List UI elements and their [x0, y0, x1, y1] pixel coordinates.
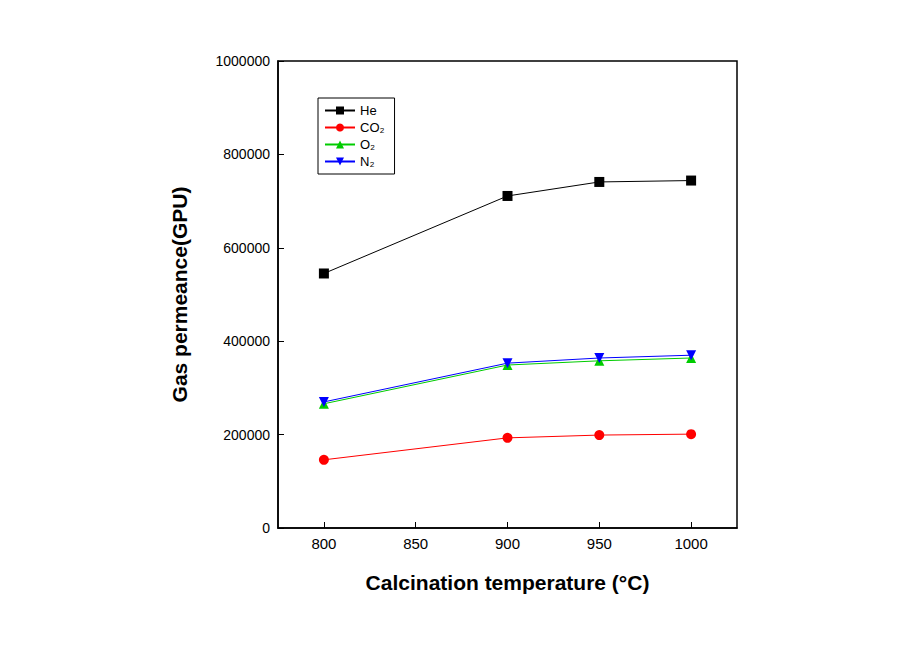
svg-text:He: He — [360, 103, 377, 118]
svg-text:N₂: N₂ — [360, 154, 374, 169]
svg-text:Calcination temperature (°C): Calcination temperature (°C) — [366, 571, 650, 594]
svg-text:400000: 400000 — [223, 333, 270, 349]
svg-text:0: 0 — [262, 520, 270, 536]
svg-text:O₂: O₂ — [360, 137, 375, 152]
svg-text:1000000: 1000000 — [215, 53, 270, 69]
svg-text:800000: 800000 — [223, 146, 270, 162]
svg-text:900: 900 — [495, 535, 520, 552]
svg-text:200000: 200000 — [223, 427, 270, 443]
svg-text:1000: 1000 — [674, 535, 707, 552]
svg-text:Gas permeance(GPU): Gas permeance(GPU) — [168, 187, 191, 403]
svg-text:CO₂: CO₂ — [360, 120, 385, 135]
svg-text:850: 850 — [403, 535, 428, 552]
svg-text:950: 950 — [587, 535, 612, 552]
svg-text:600000: 600000 — [223, 240, 270, 256]
svg-text:800: 800 — [311, 535, 336, 552]
